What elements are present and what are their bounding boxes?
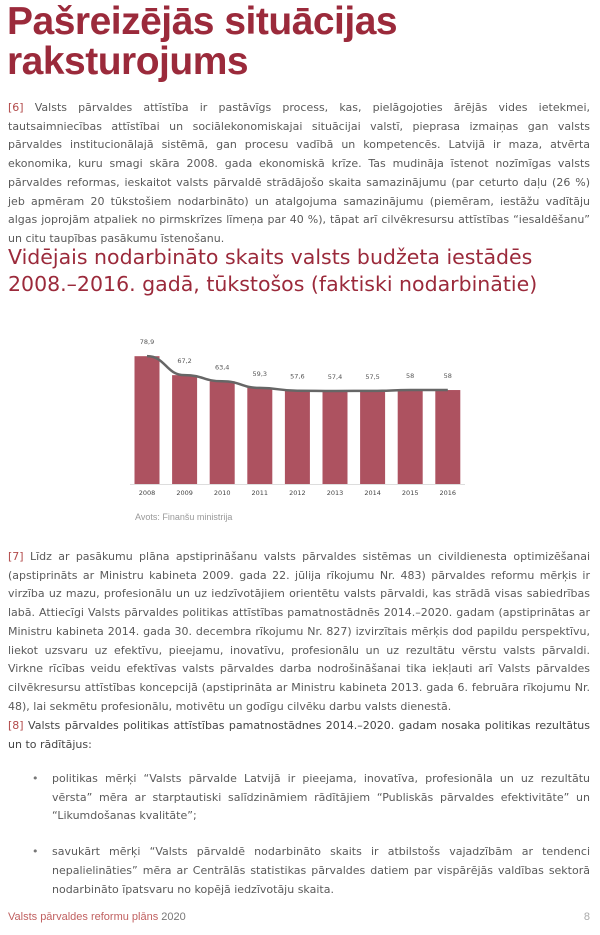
x-tick-label: 2009 <box>176 489 193 497</box>
bar-2013 <box>322 391 348 484</box>
paragraph-7: [7] Līdz ar pasākumu plāna apstiprināšan… <box>8 548 590 716</box>
paragraph-text: Līdz ar pasākumu plāna apstiprināšanu va… <box>8 550 590 713</box>
footer-year: 2020 <box>161 911 186 923</box>
data-label: 59,3 <box>253 370 267 378</box>
list-item-text: savukārt mērķi “Valsts pārvaldē nodarbin… <box>52 845 590 896</box>
data-label: 67,2 <box>177 357 191 365</box>
data-label: 57,5 <box>365 373 379 381</box>
bar-2010 <box>209 381 235 484</box>
bar-2012 <box>284 390 310 484</box>
page-number: 8 <box>583 911 590 923</box>
data-label: 78,9 <box>140 338 154 346</box>
x-tick-label: 2010 <box>214 489 231 497</box>
paragraph-number: [7] <box>8 550 24 563</box>
data-label: 57,4 <box>328 373 342 381</box>
footer-title: Valsts pārvaldes reformu plāns 2020 <box>8 911 186 923</box>
x-tick-label: 2015 <box>402 489 419 497</box>
bullet-icon: • <box>32 772 39 785</box>
x-tick-label: 2013 <box>327 489 344 497</box>
list-item: • politikas mērķi “Valsts pārvalde Latvij… <box>32 770 590 826</box>
chart-heading: Vidējais nodarbināto skaits valsts budže… <box>8 245 538 296</box>
bar-2014 <box>360 390 386 484</box>
bar-2015 <box>397 390 423 484</box>
paragraph-number: [6] <box>8 101 24 114</box>
data-label: 57,6 <box>290 373 304 381</box>
x-tick-label: 2011 <box>252 489 269 497</box>
x-tick-label: 2016 <box>440 489 457 497</box>
bar-2016 <box>435 390 461 484</box>
list-item-text: politikas mērķi “Valsts pārvalde Latvijā… <box>52 772 590 823</box>
paragraph-6: [6] Valsts pārvaldes attīstība ir pastāv… <box>8 99 590 249</box>
x-tick-label: 2012 <box>289 489 306 497</box>
paragraph-text: Valsts pārvaldes politikas attīstības pa… <box>8 719 590 751</box>
x-tick-label: 2014 <box>364 489 381 497</box>
page-title: Pašreizējās situācijas raksturojums <box>7 0 398 83</box>
footer-doc-name: Valsts pārvaldes reformu plāns <box>8 911 159 923</box>
bar-2009 <box>172 375 198 484</box>
chart-source: Avots: Finanšu ministrija <box>135 512 233 522</box>
data-label: 58 <box>406 372 414 380</box>
employee-count-bar-chart: 78,9 2008 67,2 2009 63,4 2010 59,3 2011 57,6 2012… <box>130 338 465 497</box>
indicator-list: • politikas mērķi “Valsts pārvalde Latvij… <box>32 770 590 916</box>
bar-2008 <box>134 356 160 484</box>
paragraph-8: [8] Valsts pārvaldes politikas attīstība… <box>8 717 590 754</box>
bullet-icon: • <box>32 845 39 859</box>
trend-line <box>146 354 448 393</box>
paragraph-number: [8] <box>8 719 24 732</box>
data-label: 58 <box>444 372 452 380</box>
bar-2011 <box>247 387 273 484</box>
x-tick-label: 2008 <box>139 489 156 497</box>
list-item: • savukārt mērķi “Valsts pārvaldē nodarbi… <box>32 843 590 899</box>
paragraph-text: Valsts pārvaldes attīstība ir pastāvīgs … <box>8 101 590 245</box>
data-label: 63,4 <box>215 363 229 371</box>
